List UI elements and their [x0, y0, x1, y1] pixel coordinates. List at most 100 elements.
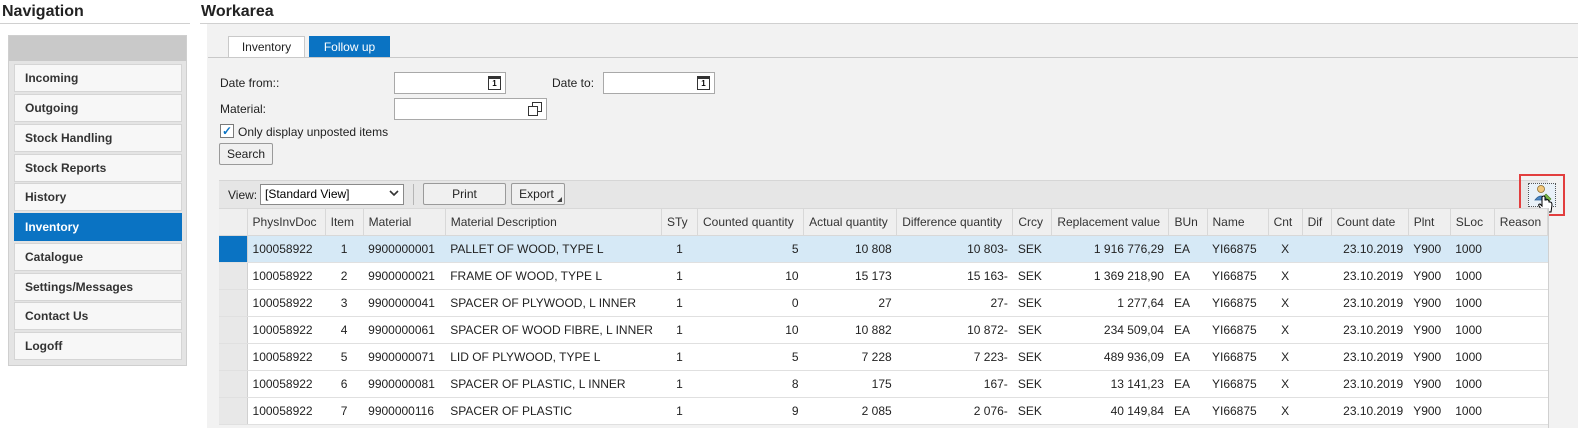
column-header[interactable]: Dif [1302, 208, 1332, 236]
column-header[interactable]: SLoc [1450, 208, 1495, 236]
nav-item-history[interactable]: History [14, 183, 182, 211]
table-cell: SEK [1012, 397, 1052, 425]
table-row[interactable]: 100058922 4 9900000061 SPACER OF WOOD FIBRE… [219, 316, 1548, 344]
column-header[interactable]: Item [325, 208, 364, 236]
navigation-divider [0, 23, 190, 24]
table-cell: YI66875 [1207, 235, 1269, 263]
search-button[interactable]: Search [219, 143, 273, 165]
row-selector[interactable] [219, 289, 248, 317]
table-cell: 1000 [1450, 235, 1495, 263]
row-selector[interactable] [219, 370, 248, 398]
table-row[interactable]: 100058922 1 9900000001 PALLET OF WOOD, TYPE… [219, 235, 1548, 263]
calendar-icon[interactable]: 1 [697, 76, 710, 90]
table-cell: 40 149,84 [1051, 397, 1169, 425]
select-all-header[interactable] [219, 208, 248, 236]
table-cell: X [1268, 397, 1303, 425]
table-cell: 489 936,09 [1051, 343, 1169, 371]
table-cell [1302, 289, 1332, 317]
column-header[interactable]: Count date [1331, 208, 1409, 236]
nav-item-stock-reports[interactable]: Stock Reports [14, 154, 182, 182]
nav-item-settings-messages[interactable]: Settings/Messages [14, 273, 182, 301]
table-cell: SEK [1012, 262, 1052, 290]
table-cell: SPACER OF PLYWOOD, L INNER [445, 289, 662, 317]
table-cell: 9 [697, 397, 804, 425]
nav-item-catalogue[interactable]: Catalogue [14, 243, 182, 271]
tab-follow-up[interactable]: Follow up [309, 36, 390, 58]
table-cell: 7 [325, 397, 364, 425]
date-from-field: 1 [394, 72, 506, 94]
column-header[interactable]: Actual quantity [803, 208, 898, 236]
calendar-icon[interactable]: 1 [488, 76, 501, 90]
table-cell: 1 [661, 289, 698, 317]
row-selector[interactable] [219, 316, 248, 344]
table-row[interactable]: 100058922 6 9900000081 SPACER OF PLASTIC, L… [219, 370, 1548, 398]
table-cell: 1000 [1450, 316, 1495, 344]
table-cell: 7 223- [896, 343, 1013, 371]
table-cell: 1 [325, 235, 364, 263]
table-cell: 23.10.2019 [1331, 235, 1409, 263]
value-help-icon[interactable] [528, 102, 542, 116]
workarea-title: Workarea [201, 3, 274, 20]
toolbar-separator [413, 184, 414, 205]
row-selector[interactable] [219, 397, 248, 425]
table-row[interactable]: 100058922 7 9900000116 SPACER OF PLASTIC 1 9 2… [219, 397, 1548, 425]
personalize-settings-button[interactable] [1519, 174, 1565, 216]
table-cell: 100058922 [247, 235, 326, 263]
column-header[interactable]: Cnt [1268, 208, 1303, 236]
row-selector[interactable] [219, 343, 248, 371]
nav-item-inventory[interactable]: Inventory [14, 213, 182, 241]
column-header[interactable]: Plnt [1408, 208, 1451, 236]
print-version-button[interactable]: Print Version [423, 183, 506, 221]
nav-item-outgoing[interactable]: Outgoing [14, 94, 182, 122]
table-cell: SEK [1012, 235, 1052, 263]
only-unposted-checkbox[interactable]: ✓ [220, 124, 234, 138]
column-header[interactable]: Counted quantity [697, 208, 805, 236]
navigation-panel: Incoming Outgoing Stock Handling Stock R… [8, 35, 187, 366]
table-cell: 1000 [1450, 343, 1495, 371]
table-cell: 4 [325, 316, 364, 344]
column-header[interactable]: Reason [1494, 208, 1549, 236]
column-header[interactable]: Material Description [445, 208, 662, 236]
column-header[interactable]: PhysInvDoc [247, 208, 326, 236]
column-header[interactable]: STy [661, 208, 698, 236]
table-cell [1494, 316, 1548, 344]
table-cell: 6 [325, 370, 364, 398]
table-cell: 1 [661, 262, 698, 290]
table-cell: X [1268, 370, 1303, 398]
table-cell: EA [1168, 289, 1207, 317]
table-row[interactable]: 100058922 5 9900000071 LID OF PLYWOOD, TYPE… [219, 343, 1548, 371]
table-cell: 9900000071 [363, 343, 446, 371]
table-cell: YI66875 [1207, 397, 1269, 425]
column-header[interactable]: Crcy [1012, 208, 1053, 236]
row-selector[interactable] [219, 235, 248, 263]
table-cell [1302, 397, 1332, 425]
nav-item-stock-handling[interactable]: Stock Handling [14, 124, 182, 152]
date-from-label: Date from:: [220, 76, 280, 90]
table-cell [1302, 370, 1332, 398]
material-input[interactable] [395, 99, 520, 119]
date-from-input[interactable] [395, 73, 480, 93]
view-label: View: [228, 188, 258, 202]
date-to-input[interactable] [604, 73, 689, 93]
row-selector[interactable] [219, 262, 248, 290]
column-header[interactable]: Material [363, 208, 446, 236]
view-select[interactable]: [Standard View] [260, 184, 404, 205]
table-row[interactable]: 100058922 2 9900000021 FRAME OF WOOD, TYPE … [219, 262, 1548, 290]
column-header[interactable]: BUn [1168, 208, 1208, 236]
nav-item-logoff[interactable]: Logoff [14, 332, 182, 360]
table-cell: YI66875 [1207, 343, 1269, 371]
export-button[interactable]: Export [511, 183, 565, 205]
table-cell: 100058922 [247, 262, 326, 290]
column-header[interactable]: Name [1207, 208, 1269, 236]
dropdown-arrow-icon [557, 197, 562, 202]
export-button-label: Export [519, 187, 554, 201]
table-row[interactable]: 100058922 3 9900000041 SPACER OF PLYWOOD, L… [219, 289, 1548, 317]
tab-inventory[interactable]: Inventory [228, 36, 305, 58]
nav-item-incoming[interactable]: Incoming [14, 64, 182, 92]
table-cell: SPACER OF WOOD FIBRE, L INNER [445, 316, 662, 344]
table-cell [1494, 235, 1548, 263]
column-header[interactable]: Difference quantity [896, 208, 1014, 236]
nav-item-contact-us[interactable]: Contact Us [14, 302, 182, 330]
column-header[interactable]: Replacement value [1051, 208, 1170, 236]
table-cell: 2 085 [803, 397, 897, 425]
